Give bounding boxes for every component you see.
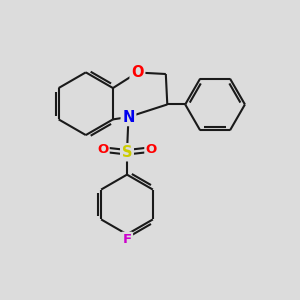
Text: S: S bbox=[122, 145, 132, 160]
Text: N: N bbox=[122, 110, 135, 124]
Text: O: O bbox=[146, 143, 157, 156]
Text: F: F bbox=[122, 233, 131, 246]
Text: O: O bbox=[97, 143, 108, 156]
Text: O: O bbox=[131, 65, 144, 80]
